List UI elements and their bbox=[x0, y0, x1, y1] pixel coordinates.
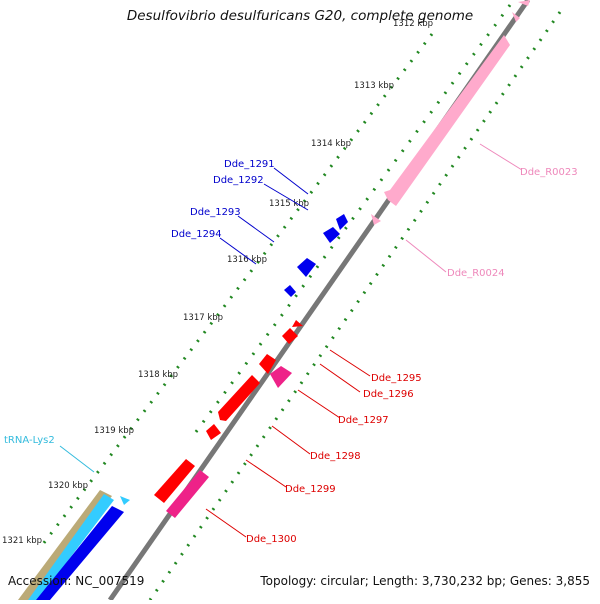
gene-Dde_R0023 bbox=[384, 35, 510, 206]
gene-Dde_1296 bbox=[282, 328, 298, 344]
gene-Dde_1297 bbox=[259, 354, 276, 374]
gene-label: Dde_1295 bbox=[371, 373, 422, 384]
gene-label: Dde_1292 bbox=[213, 175, 264, 186]
topology-text: Topology: circular; Length: 3,730,232 bp… bbox=[260, 574, 590, 588]
label-leader-Dde_R0024 bbox=[405, 239, 447, 273]
gene-label: Dde_1291 bbox=[224, 159, 275, 170]
tick-label: 1319 kbp bbox=[94, 426, 134, 436]
gene-label: Dde_R0024 bbox=[447, 268, 505, 279]
gene-Dde_1300 bbox=[154, 459, 195, 503]
gene-pink-top-1 bbox=[512, 12, 520, 22]
label-leader-tRNA-Lys2 bbox=[59, 445, 95, 473]
gene-Dde_1291 bbox=[336, 214, 348, 230]
label-leader-Dde_1299 bbox=[245, 459, 287, 488]
gene-label: Dde_1300 bbox=[246, 534, 297, 545]
tick-label: 1321 kbp bbox=[2, 536, 42, 546]
gene-label: Dde_R0023 bbox=[520, 167, 578, 178]
gene-magenta-2 bbox=[166, 470, 209, 518]
gene-label: Dde_1298 bbox=[310, 451, 361, 462]
gene-pink-top-2 bbox=[518, 0, 530, 6]
gene-label: Dde_1299 bbox=[285, 484, 336, 495]
accession-text: Accession: NC_007519 bbox=[8, 574, 145, 588]
gene-Dde_1294 bbox=[284, 285, 296, 297]
gene-Dde_R0024 bbox=[371, 214, 381, 225]
label-leader-Dde_1294 bbox=[219, 237, 257, 265]
page-title: Desulfovibrio desulfuricans G20, complet… bbox=[126, 8, 474, 24]
label-leader-Dde_1295 bbox=[329, 349, 371, 377]
tick-label: 1318 kbp bbox=[138, 370, 178, 380]
gene-label: Dde_1296 bbox=[363, 389, 414, 400]
label-leader-Dde_1300 bbox=[205, 508, 247, 538]
tick-label: 1313 kbp bbox=[354, 81, 394, 91]
label-leader-Dde_1291 bbox=[273, 167, 309, 195]
minor-guide-inner bbox=[188, 4, 512, 441]
label-leader-Dde_1298 bbox=[271, 425, 311, 455]
gene-Dde_1295 bbox=[292, 320, 303, 327]
gene-magenta-1 bbox=[270, 366, 292, 388]
label-leader-Dde_1296 bbox=[319, 363, 361, 393]
tick-guide-outer bbox=[38, 33, 434, 549]
tick-label: 1314 kbp bbox=[311, 139, 351, 149]
tick-label: 1315 kbp bbox=[269, 199, 309, 209]
gene-Dde_1293 bbox=[297, 258, 316, 277]
gene-Dde_1292 bbox=[323, 227, 340, 243]
label-leader-Dde_1292 bbox=[263, 183, 309, 211]
tick-label: 1317 kbp bbox=[183, 313, 223, 323]
band-blue bbox=[36, 506, 124, 600]
tick-label: 1312 kbp bbox=[393, 19, 433, 29]
label-leader-Dde_1293 bbox=[237, 215, 275, 243]
tick-label: 1320 kbp bbox=[48, 481, 88, 491]
gene-label: Dde_1294 bbox=[171, 229, 222, 240]
tick-guide-inner bbox=[148, 11, 562, 601]
gene-Dde_1299 bbox=[206, 424, 221, 440]
gene-tRNA-Lys2 bbox=[120, 496, 130, 505]
gene-label: Dde_1293 bbox=[190, 207, 241, 218]
gene-Dde_1298 bbox=[218, 375, 260, 421]
band-cyan bbox=[28, 494, 114, 600]
gene-label: tRNA-Lys2 bbox=[4, 435, 55, 446]
label-leader-Dde_R0023 bbox=[479, 143, 523, 171]
gene-label: Dde_1297 bbox=[338, 415, 389, 426]
tick-label: 1316 kbp bbox=[227, 255, 267, 265]
label-leader-Dde_1297 bbox=[297, 389, 341, 419]
